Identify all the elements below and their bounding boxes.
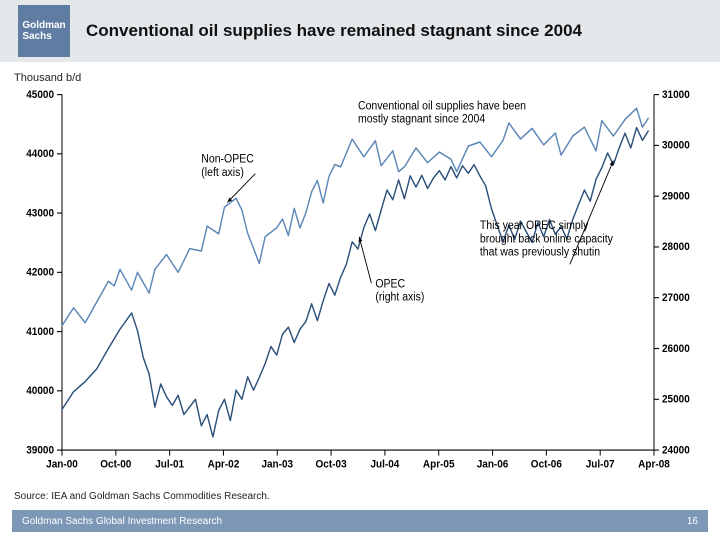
svg-text:This year OPEC simply: This year OPEC simply [480, 220, 589, 233]
footer-left: Goldman Sachs Global Investment Research [22, 516, 222, 527]
gs-logo: Goldman Sachs [18, 5, 70, 57]
svg-text:Apr-08: Apr-08 [638, 459, 670, 470]
svg-text:Jul-07: Jul-07 [586, 459, 615, 470]
svg-text:41000: 41000 [26, 327, 54, 338]
svg-text:29000: 29000 [662, 191, 690, 202]
svg-text:42000: 42000 [26, 267, 54, 278]
y-axis-unit-label: Thousand b/d [0, 62, 720, 84]
svg-text:(left axis): (left axis) [201, 166, 244, 179]
header-bar: Goldman Sachs Conventional oil supplies … [0, 0, 720, 62]
svg-text:brought back online capacity: brought back online capacity [480, 233, 613, 246]
svg-text:Jul-04: Jul-04 [370, 459, 399, 470]
svg-text:Apr-02: Apr-02 [208, 459, 240, 470]
svg-text:Oct-00: Oct-00 [100, 459, 131, 470]
source-note: Source: IEA and Goldman Sachs Commoditie… [0, 483, 720, 502]
svg-text:39000: 39000 [26, 445, 54, 456]
svg-text:that was previously shutin: that was previously shutin [480, 246, 600, 259]
svg-text:30000: 30000 [662, 140, 690, 151]
svg-text:Jan-03: Jan-03 [261, 459, 293, 470]
svg-text:31000: 31000 [662, 90, 690, 101]
chart-container: 39000 40000 41000 42000 43000 44000 45000 24000… [0, 84, 720, 483]
svg-text:24000: 24000 [662, 445, 690, 456]
svg-text:Non-OPEC: Non-OPEC [201, 153, 254, 166]
svg-text:Conventional oil supplies have: Conventional oil supplies have been [358, 100, 526, 113]
page-title: Conventional oil supplies have remained … [86, 20, 582, 41]
line-chart: 39000 40000 41000 42000 43000 44000 45000 24000… [14, 88, 702, 483]
svg-text:Oct-03: Oct-03 [316, 459, 347, 470]
svg-text:Jan-06: Jan-06 [477, 459, 509, 470]
svg-text:Jul-01: Jul-01 [155, 459, 184, 470]
svg-text:(right axis): (right axis) [375, 291, 424, 304]
page-number: 16 [687, 516, 698, 527]
svg-text:45000: 45000 [26, 90, 54, 101]
logo-line-2: Sachs [22, 31, 65, 42]
svg-text:Apr-05: Apr-05 [423, 459, 455, 470]
svg-text:OPEC: OPEC [375, 278, 405, 291]
svg-text:mostly stagnant since 2004: mostly stagnant since 2004 [358, 113, 485, 126]
svg-text:Jan-00: Jan-00 [46, 459, 78, 470]
footer-bar: Goldman Sachs Global Investment Research… [12, 510, 708, 532]
logo-line-1: Goldman [22, 20, 65, 31]
svg-text:28000: 28000 [662, 242, 690, 253]
svg-text:40000: 40000 [26, 386, 54, 397]
svg-text:27000: 27000 [662, 293, 690, 304]
svg-text:Oct-06: Oct-06 [531, 459, 562, 470]
svg-text:44000: 44000 [26, 149, 54, 160]
svg-text:43000: 43000 [26, 208, 54, 219]
svg-text:26000: 26000 [662, 343, 690, 354]
svg-text:25000: 25000 [662, 394, 690, 405]
